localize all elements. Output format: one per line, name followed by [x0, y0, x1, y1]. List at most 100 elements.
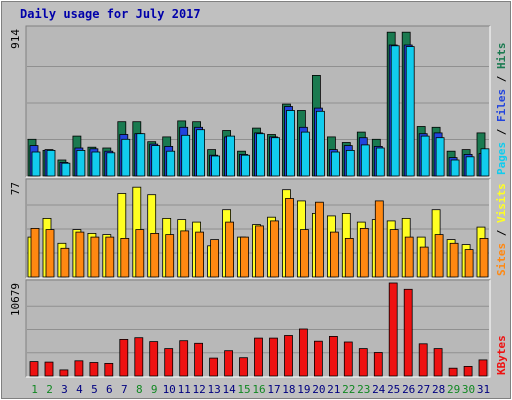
panel-bottom-max-label: 10679 [9, 283, 22, 316]
bar-pages-day-12 [196, 129, 206, 177]
bar-pages-day-27 [420, 135, 430, 177]
legend-separator: / [495, 69, 508, 89]
bar-kbytes-day-7 [119, 338, 129, 377]
bar-sites-day-6 [105, 236, 115, 278]
bar-kbytes-day-8 [134, 337, 144, 377]
bar-sites-day-12 [195, 231, 205, 278]
bar-pages-day-17 [271, 137, 280, 177]
bar-pages-day-2 [46, 149, 56, 177]
bar-kbytes-day-28 [433, 348, 443, 377]
bar-kbytes-day-11 [179, 340, 189, 377]
panel-bottom-legend: KBytes [495, 335, 508, 375]
bar-kbytes-day-30 [463, 365, 473, 377]
bar-sites-day-15 [240, 236, 249, 278]
bar-kbytes-day-15 [239, 357, 248, 377]
day-label-16: 16 [252, 383, 265, 396]
bar-pages-day-11 [181, 134, 191, 177]
bar-sites-day-31 [479, 237, 489, 278]
day-label-20: 20 [312, 383, 325, 396]
bar-sites-day-17 [270, 220, 279, 278]
bar-pages-day-28 [435, 137, 445, 177]
panel-top-max-label: 914 [9, 29, 22, 49]
panel-top-bevel-light [26, 26, 491, 178]
bar-pages-day-18 [286, 110, 295, 177]
bar-sites-day-7 [120, 237, 130, 278]
day-label-19: 19 [297, 383, 310, 396]
legend-kbytes: KBytes [495, 335, 508, 375]
legend-hits: Hits [495, 43, 508, 70]
bar-kbytes-day-25 [388, 282, 398, 377]
bar-kbytes-day-4 [74, 360, 84, 377]
day-label-12: 12 [192, 383, 205, 396]
bar-pages-day-3 [61, 162, 71, 177]
bar-kbytes-day-1 [29, 361, 39, 377]
day-label-5: 5 [91, 383, 98, 396]
bar-pages-day-13 [211, 155, 221, 177]
day-label-10: 10 [163, 383, 176, 396]
bar-pages-day-6 [106, 152, 116, 177]
bar-kbytes-day-21 [328, 335, 338, 377]
legend-text: Pages / Files / Hits [495, 43, 508, 176]
bar-kbytes-day-27 [418, 343, 428, 377]
day-label-1: 1 [31, 383, 38, 396]
bar-sites-day-9 [150, 232, 160, 278]
day-label-31: 31 [477, 383, 490, 396]
bar-kbytes-day-10 [164, 348, 174, 377]
day-label-22: 22 [342, 383, 355, 396]
bar-kbytes-day-18 [284, 335, 293, 377]
bar-pages-day-22 [345, 149, 355, 177]
bar-sites-day-21 [329, 231, 339, 278]
legend-text: KBytes [495, 335, 508, 375]
bar-kbytes-day-24 [373, 352, 383, 377]
bar-pages-day-5 [91, 151, 101, 177]
bar-pages-day-24 [375, 147, 385, 177]
panel-bottom: 10679 KBytes [9, 279, 508, 378]
bar-kbytes-day-2 [44, 361, 54, 377]
bar-pages-day-16 [256, 133, 265, 177]
bar-pages-day-31 [480, 148, 490, 177]
day-label-26: 26 [402, 383, 415, 396]
day-label-30: 30 [462, 383, 475, 396]
day-label-9: 9 [151, 383, 158, 396]
bar-sites-day-19 [299, 229, 309, 278]
bar-sites-day-16 [255, 225, 264, 278]
legend-text: Sites / Visits [495, 183, 508, 276]
bar-kbytes-day-14 [224, 350, 234, 377]
bar-sites-day-13 [210, 239, 220, 278]
day-label-18: 18 [282, 383, 295, 396]
bar-sites-day-2 [45, 229, 55, 278]
bar-pages-day-19 [300, 131, 310, 177]
bar-sites-day-23 [359, 227, 369, 278]
legend-visits: Visits [495, 183, 508, 223]
panel-middle-legend: Sites / Visits [495, 183, 508, 276]
bar-pages-day-10 [166, 150, 176, 177]
bar-sites-day-14 [225, 221, 235, 278]
bar-kbytes-day-23 [358, 348, 368, 377]
bar-pages-day-8 [136, 133, 146, 177]
day-label-28: 28 [432, 383, 445, 396]
bar-sites-day-4 [75, 231, 85, 278]
legend-files: Files [495, 89, 508, 122]
bar-pages-day-20 [315, 110, 325, 177]
panel-top: 914 Pages / Files / Hits [9, 25, 508, 178]
bar-pages-day-7 [121, 138, 131, 177]
day-label-17: 17 [267, 383, 280, 396]
day-label-11: 11 [178, 383, 191, 396]
bar-kbytes-day-17 [269, 337, 278, 377]
bar-sites-day-26 [404, 236, 414, 278]
bar-kbytes-day-16 [254, 337, 263, 377]
bar-pages-day-30 [465, 156, 475, 177]
panel-top-legend: Pages / Files / Hits [495, 43, 508, 176]
panel-bottom-bevel-light [26, 280, 491, 378]
panel-middle-bevel-light [26, 179, 491, 279]
legend-separator: / [495, 223, 508, 243]
bar-sites-day-10 [165, 234, 175, 278]
day-label-25: 25 [387, 383, 400, 396]
day-label-15: 15 [237, 383, 250, 396]
bar-pages-day-26 [405, 46, 415, 177]
legend-sites: Sites [495, 243, 508, 276]
bar-sites-day-5 [90, 236, 100, 278]
panel-middle: 77 Sites / Visits [9, 178, 508, 279]
bar-sites-day-28 [434, 234, 444, 278]
